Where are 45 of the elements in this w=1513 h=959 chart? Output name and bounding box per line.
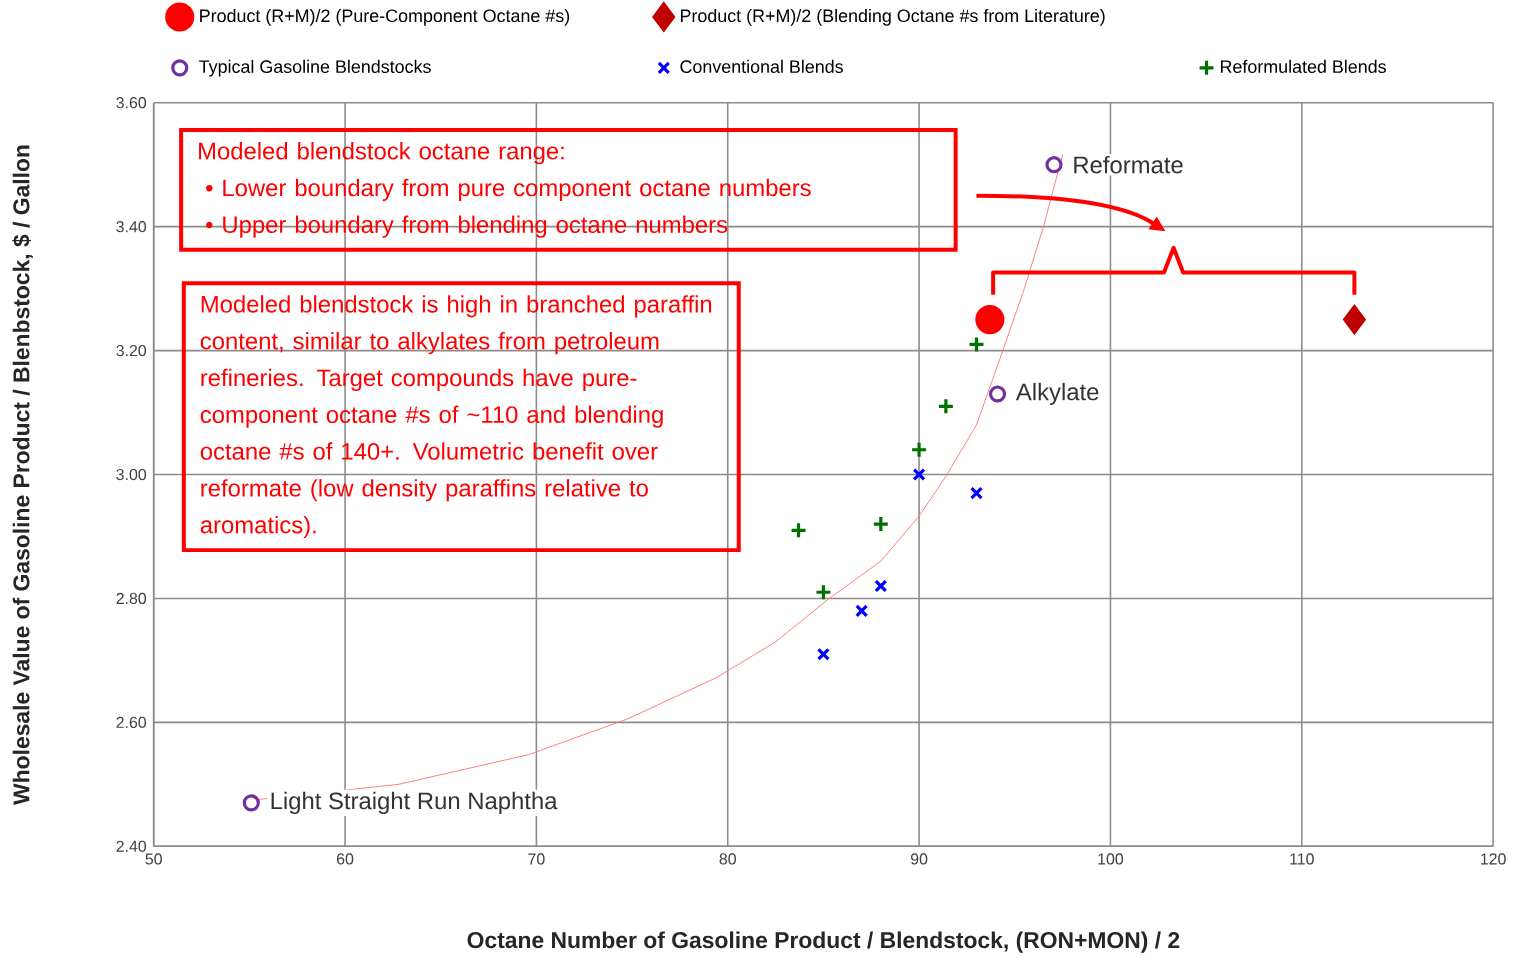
- point: [816, 647, 830, 661]
- point: [910, 440, 928, 459]
- point: [975, 304, 1005, 334]
- point: [1045, 155, 1063, 174]
- point: [242, 794, 260, 812]
- x-axis-title: Octane Number of Gasoline Product / Blendstock, (RON+MON) / 2: [467, 931, 1180, 953]
- annotation: Modeled blendstock is high in branched paraffin content, similar to alkylates from petroleum refineries. Target compounds have pure-component octane #s of ~110 and blending octane #s of 140+. Volumetric benefit over reformate (low density paraffins relative to aromatics).: [200, 295, 712, 538]
- y-tick-label: 3.00: [116, 468, 147, 480]
- y-tick-label: 2.40: [116, 840, 147, 852]
- x-tick-label: 50: [145, 853, 162, 865]
- point: [814, 583, 832, 601]
- point: [912, 467, 926, 481]
- annotation: Modeled blendstock octane range:: [199, 141, 564, 165]
- annotation: Light Straight Run Naphtha: [271, 791, 558, 814]
- legend-label: Typical Gasoline Blendstocks: [199, 59, 431, 77]
- point: [874, 579, 888, 593]
- y-tick-label: 2.60: [116, 716, 147, 728]
- legend-label: Reformulated Blends: [1220, 59, 1386, 73]
- y-axis-title: Wholesale Value of Gasoline Product / Blenbstock, $ / Gallon: [12, 145, 33, 805]
- legend-label: Product (R+M)/2 (Blending Octane #s from Literature): [680, 8, 1105, 26]
- point: [967, 335, 986, 353]
- point: [789, 521, 808, 539]
- x-tick-label: 70: [528, 853, 545, 865]
- x-tick-label: 110: [1290, 853, 1314, 865]
- legend-label: Product (R+M)/2 (Pure-Component Octane #s): [200, 8, 570, 26]
- point: [1343, 304, 1366, 334]
- point: [988, 385, 1007, 403]
- y-tick-label: 2.80: [116, 592, 147, 604]
- annotation: Alkylate: [1015, 382, 1099, 405]
- point: [855, 604, 869, 618]
- point: [969, 486, 984, 500]
- x-tick-label: 90: [910, 853, 928, 865]
- y-tick-label: 3.40: [116, 220, 147, 233]
- y-tick-label: 3.60: [116, 96, 147, 109]
- point: [872, 515, 890, 533]
- x-tick-label: 120: [1481, 853, 1506, 865]
- y-tick-label: 3.20: [116, 344, 147, 357]
- annotation: • Lower boundary from pure component octane numbers: [206, 178, 811, 201]
- point: [937, 397, 955, 415]
- annotation: Reformate: [1074, 155, 1183, 174]
- legend-label: Conventional Blends: [680, 59, 843, 73]
- x-tick-label: 100: [1098, 853, 1124, 865]
- x-tick-label: 60: [337, 853, 354, 865]
- x-tick-label: 80: [719, 853, 736, 865]
- annotation: • Upper boundary from blending octane numbers: [206, 215, 728, 238]
